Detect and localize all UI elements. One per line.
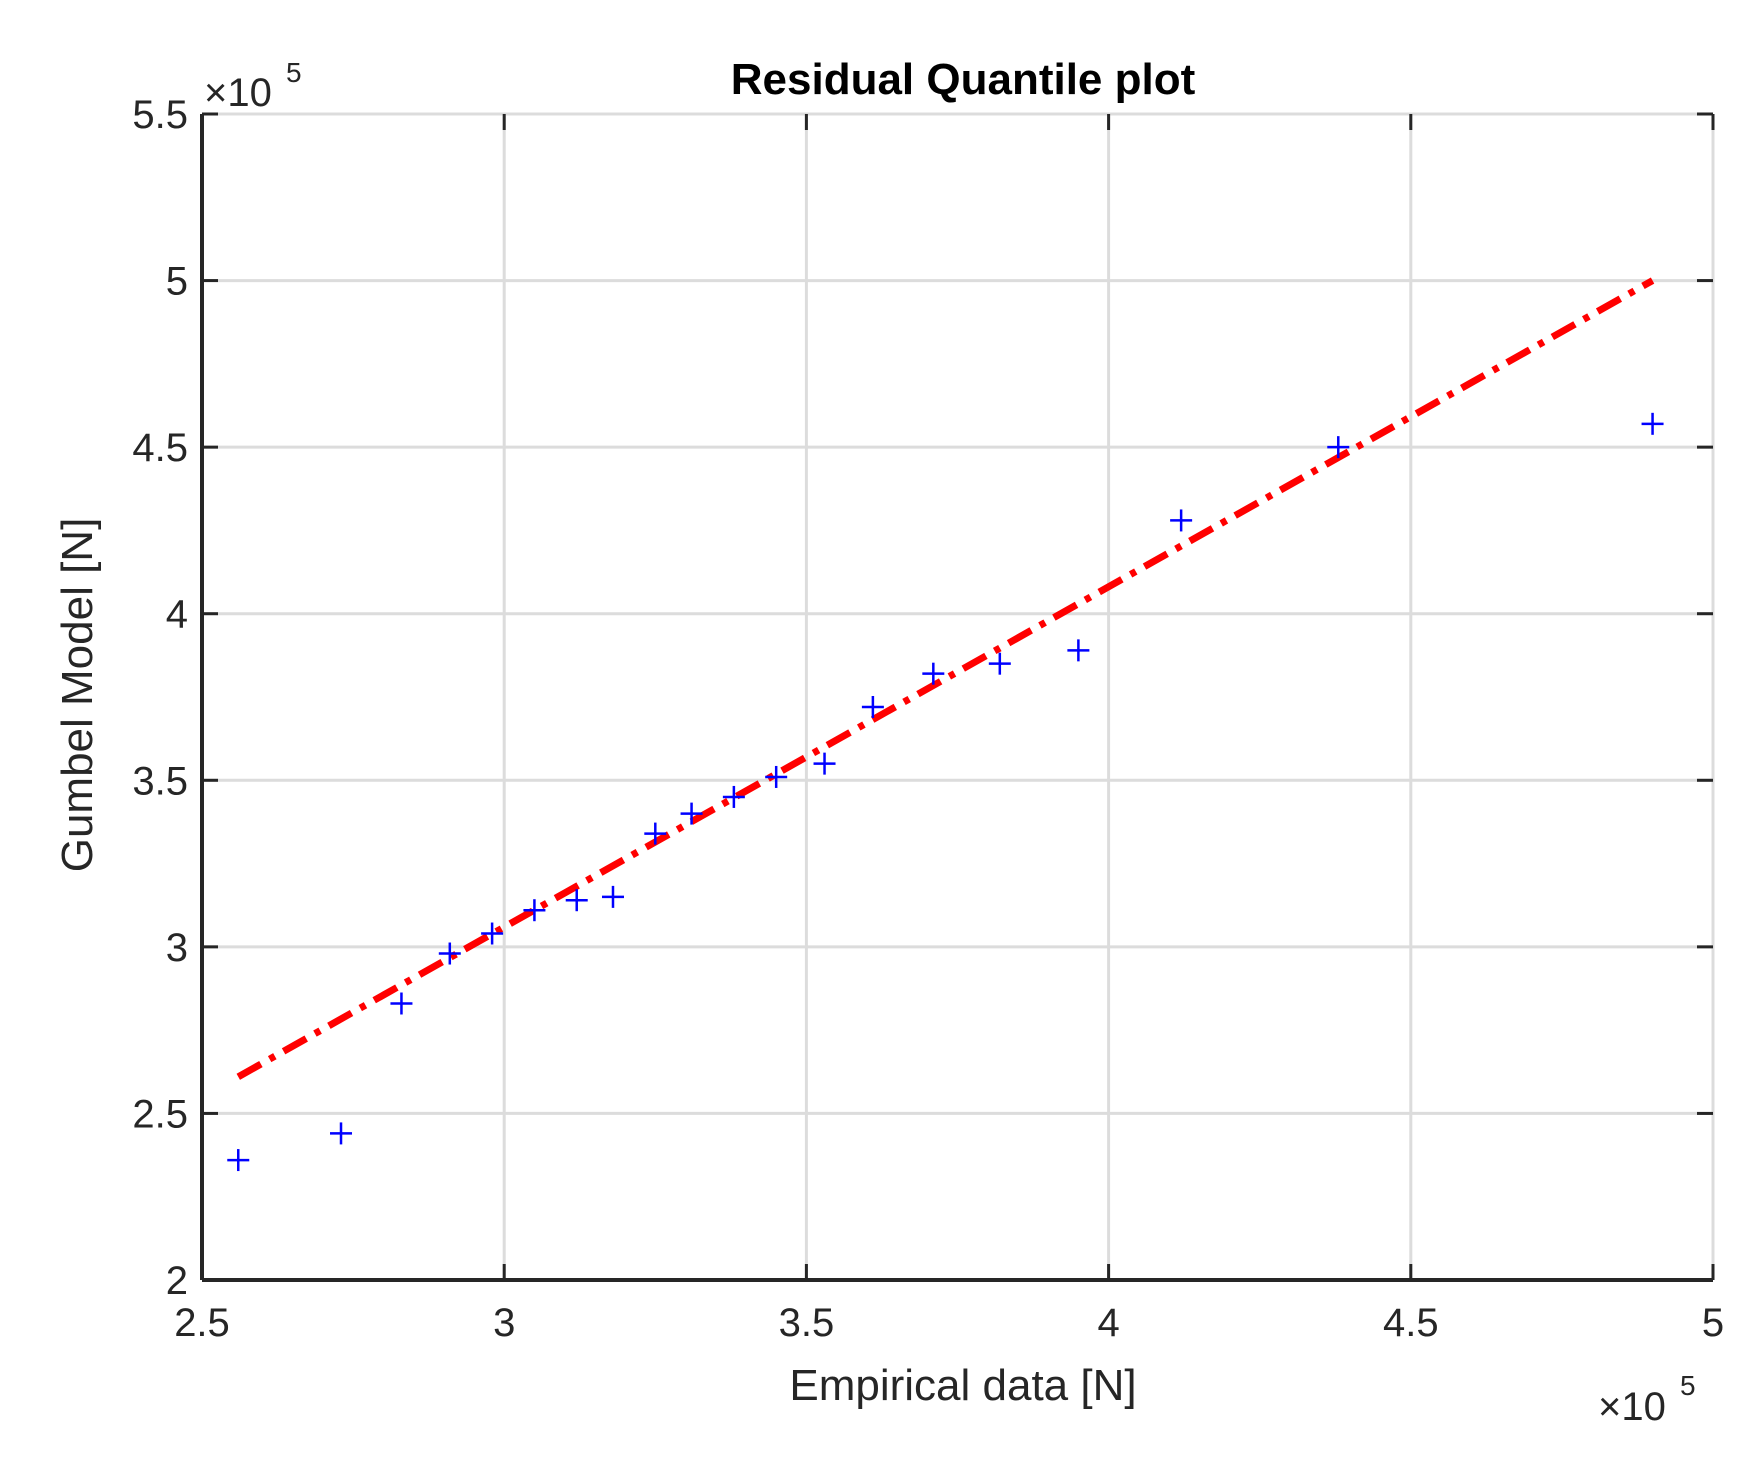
data-point — [765, 765, 788, 788]
data-point — [390, 992, 413, 1015]
fit-line — [236, 277, 1655, 1080]
y-axis-multiplier: ×10 5 — [204, 57, 302, 115]
data-point — [1067, 639, 1090, 662]
data-point — [722, 785, 745, 808]
chart-title: Residual Quantile plot — [731, 55, 1196, 104]
data-point — [481, 922, 504, 945]
y-tick-label: 2 — [166, 1259, 188, 1303]
data-point — [988, 652, 1011, 675]
y-tick-label: 3.5 — [132, 759, 188, 803]
plot-series — [227, 277, 1664, 1172]
data-point — [813, 752, 836, 775]
x-multiplier-exponent: 5 — [1680, 1370, 1696, 1401]
y-multiplier-exponent: 5 — [286, 57, 302, 88]
data-point — [1327, 436, 1350, 459]
data-point — [861, 695, 884, 718]
axes — [200, 112, 1715, 1282]
x-tick-label: 4 — [1097, 1301, 1119, 1345]
y-tick-label: 2.5 — [132, 1092, 188, 1136]
tick-labels: 2.5 3 3.5 4 4.5 522.533.544.555.5 — [132, 93, 1724, 1345]
data-point — [1641, 412, 1664, 435]
data-point — [565, 889, 588, 912]
x-axis-multiplier: ×10 5 — [1598, 1370, 1696, 1429]
x-axis-label: Empirical data [N] — [789, 1361, 1136, 1410]
data-point — [1170, 509, 1193, 532]
x-tick-label: 5 — [1702, 1301, 1724, 1345]
data-point — [438, 942, 461, 965]
y-axis-label: Gumbel Model [N] — [53, 518, 102, 873]
data-point — [330, 1122, 353, 1145]
y-tick-label: 4.5 — [132, 426, 188, 470]
data-point — [227, 1149, 250, 1172]
data-point — [644, 822, 667, 845]
data-point — [523, 899, 546, 922]
x-tick-label: 2.5 — [174, 1301, 230, 1345]
data-point — [922, 662, 945, 685]
grid — [200, 112, 1715, 1282]
data-point — [680, 802, 703, 825]
x-tick-label: 4.5 — [1383, 1301, 1439, 1345]
y-tick-label: 3 — [166, 926, 188, 970]
data-point — [601, 885, 624, 908]
x-tick-label: 3.5 — [779, 1301, 835, 1345]
y-multiplier-base: ×10 — [204, 71, 272, 115]
x-multiplier-base: ×10 — [1598, 1385, 1666, 1429]
y-tick-label: 4 — [166, 593, 188, 637]
y-tick-label: 5 — [166, 260, 188, 304]
x-tick-label: 3 — [493, 1301, 515, 1345]
y-tick-label: 5.5 — [132, 93, 188, 137]
